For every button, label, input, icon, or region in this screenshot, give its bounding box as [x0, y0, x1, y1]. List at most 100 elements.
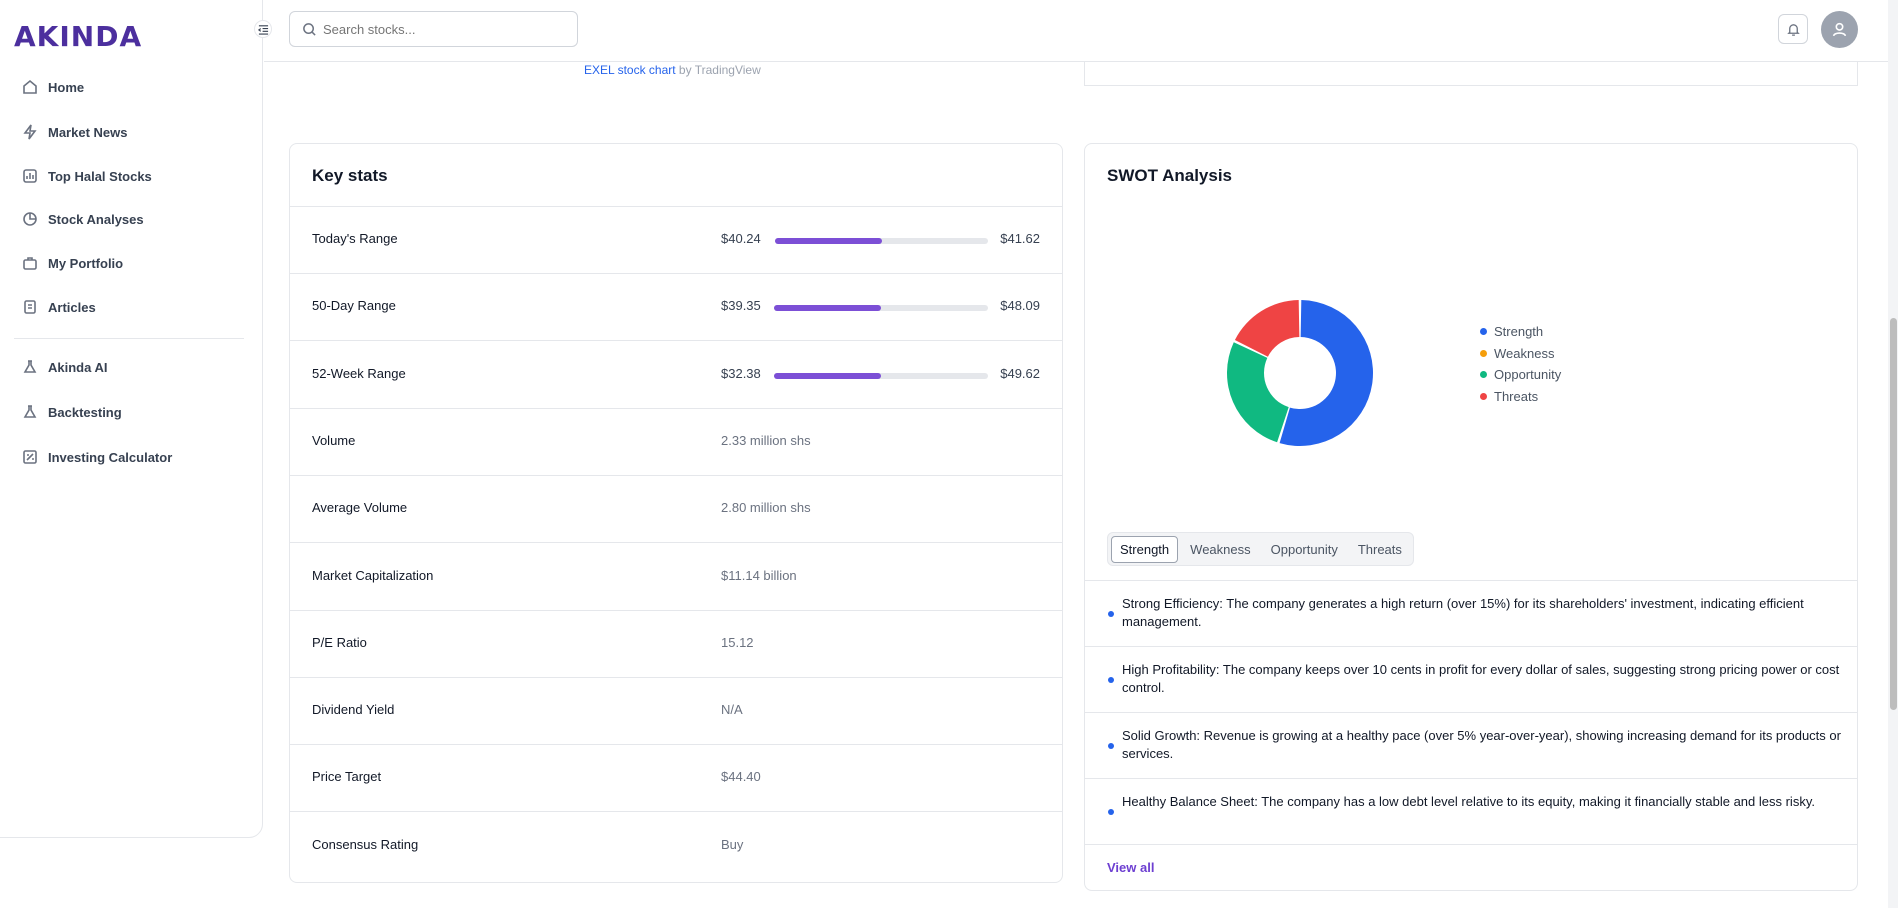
stat-value: N/A [721, 702, 743, 718]
stat-label: 50-Day Range [312, 298, 396, 314]
sidebar-item-market-news[interactable]: Market News [22, 121, 127, 143]
stat-row: Dividend Yield N/A [290, 678, 1062, 746]
divider [290, 206, 1062, 207]
stat-label: Average Volume [312, 500, 408, 516]
sidebar-collapse-button[interactable] [254, 20, 272, 38]
range-high-value: $41.62 [1000, 231, 1040, 246]
swot-donut-chart [1227, 300, 1373, 446]
legend-dot [1480, 349, 1487, 357]
sidebar-divider [14, 338, 244, 339]
bell-icon [1786, 23, 1800, 36]
stat-value: $11.14 billion [721, 567, 797, 583]
sidebar-item-my-portfolio[interactable]: My Portfolio [22, 252, 123, 274]
stat-row: Market Capitalization $11.14 billion [290, 544, 1062, 611]
key-stats-card: Key stats Today's Range $40.24 $41.62 50-Da… [289, 143, 1063, 883]
divider [1085, 580, 1857, 581]
document-icon [24, 300, 36, 314]
key-stats-title: Key stats [312, 166, 388, 185]
home-icon [23, 79, 37, 94]
tab-strength[interactable]: Strength [1111, 535, 1179, 563]
swot-item: Strong Efficiency: The company generates… [1085, 581, 1857, 647]
range-low-value: $40.24 [721, 231, 761, 246]
tab-threats[interactable]: Threats [1357, 541, 1402, 557]
sidebar-item-investing-calculator[interactable]: Investing Calculator [22, 446, 172, 468]
donut-slice-strength[interactable] [1279, 300, 1373, 446]
stat-value: 15.12 [721, 634, 754, 650]
sidebar-item-backtesting[interactable]: Backtesting [22, 401, 122, 423]
bullet-dot [1108, 809, 1114, 815]
search-input[interactable] [323, 21, 563, 37]
range-high-value: $49.62 [1000, 365, 1040, 381]
sidebar-item-akinda-ai[interactable]: Akinda AI [22, 356, 107, 378]
range-bar-track [774, 305, 988, 312]
legend-label: Strength [1494, 324, 1544, 340]
sidebar-item-label: Backtesting [48, 404, 122, 420]
swot-card: SWOT Analysis Strength Weakness Opportunit… [1084, 143, 1858, 891]
tab-weakness[interactable]: Weakness [1190, 541, 1251, 557]
donut-slice-threats[interactable] [1234, 300, 1300, 357]
chart-credit: EXEL stock chart by TradingView [584, 63, 761, 77]
stat-value: Buy [721, 836, 744, 852]
sidebar-item-label: Top Halal Stocks [48, 168, 152, 184]
sidebar-item-top-halal-stocks[interactable]: Top Halal Stocks [22, 165, 152, 187]
swot-item: Healthy Balance Sheet: The company has a… [1085, 779, 1857, 845]
pie-chart-icon [23, 212, 37, 226]
tradingview-chart-link[interactable]: EXEL stock chart [584, 63, 676, 77]
stat-value: $44.40 [721, 769, 761, 785]
legend-label: Opportunity [1494, 367, 1562, 383]
notifications-button[interactable] [1778, 14, 1808, 44]
stat-row-range: Today's Range $40.24 $41.62 [290, 207, 1062, 274]
tab-opportunity[interactable]: Opportunity [1270, 541, 1338, 557]
stat-row: Consensus Rating Buy [290, 813, 1062, 880]
range-bar-fill [775, 238, 882, 244]
stat-row: P/E Ratio 15.12 [290, 611, 1062, 678]
sidebar-item-home[interactable]: Home [22, 76, 84, 98]
akinda-logo[interactable]: AKINDA [14, 20, 143, 53]
bullet-dot [1108, 611, 1114, 617]
swot-item-text: Solid Growth: Revenue is growing at a he… [1122, 728, 1841, 761]
sidebar-item-stock-analyses[interactable]: Stock Analyses [22, 208, 144, 230]
scrollbar-thumb[interactable] [1890, 318, 1897, 710]
user-avatar[interactable] [1821, 11, 1858, 48]
legend-item-threats: Threats [1480, 386, 1561, 408]
briefcase-icon [23, 257, 37, 270]
stat-label: Today's Range [312, 231, 398, 246]
swot-tabs: Strength Weakness Opportunity Threats [1107, 532, 1414, 566]
swot-item-text: High Profitability: The company keeps ov… [1122, 662, 1840, 695]
bar-chart-icon [23, 169, 37, 183]
donut-slice-opportunity[interactable] [1227, 342, 1289, 443]
legend-item-weakness: Weakness [1480, 343, 1561, 365]
view-all-link[interactable]: View all [1107, 860, 1155, 875]
sidebar-item-label: Investing Calculator [48, 449, 173, 465]
stat-row: Volume 2.33 million shs [290, 409, 1062, 476]
range-bar-track [775, 238, 988, 244]
swot-item: Solid Growth: Revenue is growing at a he… [1085, 713, 1857, 779]
stat-label: Dividend Yield [312, 702, 395, 718]
top-header [264, 0, 1898, 62]
flask-icon [23, 360, 37, 373]
search-icon [303, 22, 316, 36]
stat-label: Volume [312, 432, 356, 448]
swot-item-text: Strong Efficiency: The company generates… [1122, 596, 1804, 629]
sidebar-item-label: My Portfolio [48, 255, 124, 271]
bullet-dot [1108, 743, 1114, 749]
swot-item: High Profitability: The company keeps ov… [1085, 647, 1857, 713]
legend-dot [1480, 328, 1487, 336]
bullet-dot [1108, 677, 1114, 683]
sidebar-item-label: Home [48, 79, 85, 95]
range-bar-fill [774, 305, 881, 312]
sidebar: AKINDA Home Market News Top Halal Stocks… [0, 0, 263, 838]
swot-item-text: Healthy Balance Sheet: The company has a… [1122, 794, 1815, 809]
sidebar-item-label: Akinda AI [48, 359, 108, 375]
flask-icon [23, 405, 37, 418]
sidebar-item-label: Articles [48, 299, 96, 315]
sidebar-item-articles[interactable]: Articles [22, 296, 96, 318]
range-bar-fill [774, 372, 881, 379]
swot-legend: Strength Weakness Opportunity Threats [1480, 321, 1561, 407]
search-box[interactable] [289, 11, 578, 47]
range-low-value: $39.35 [721, 298, 761, 314]
stat-label: Consensus Rating [312, 836, 419, 852]
bolt-icon [23, 124, 37, 140]
chart-credit-suffix: by TradingView [675, 63, 761, 77]
stat-value: 2.80 million shs [721, 500, 811, 516]
